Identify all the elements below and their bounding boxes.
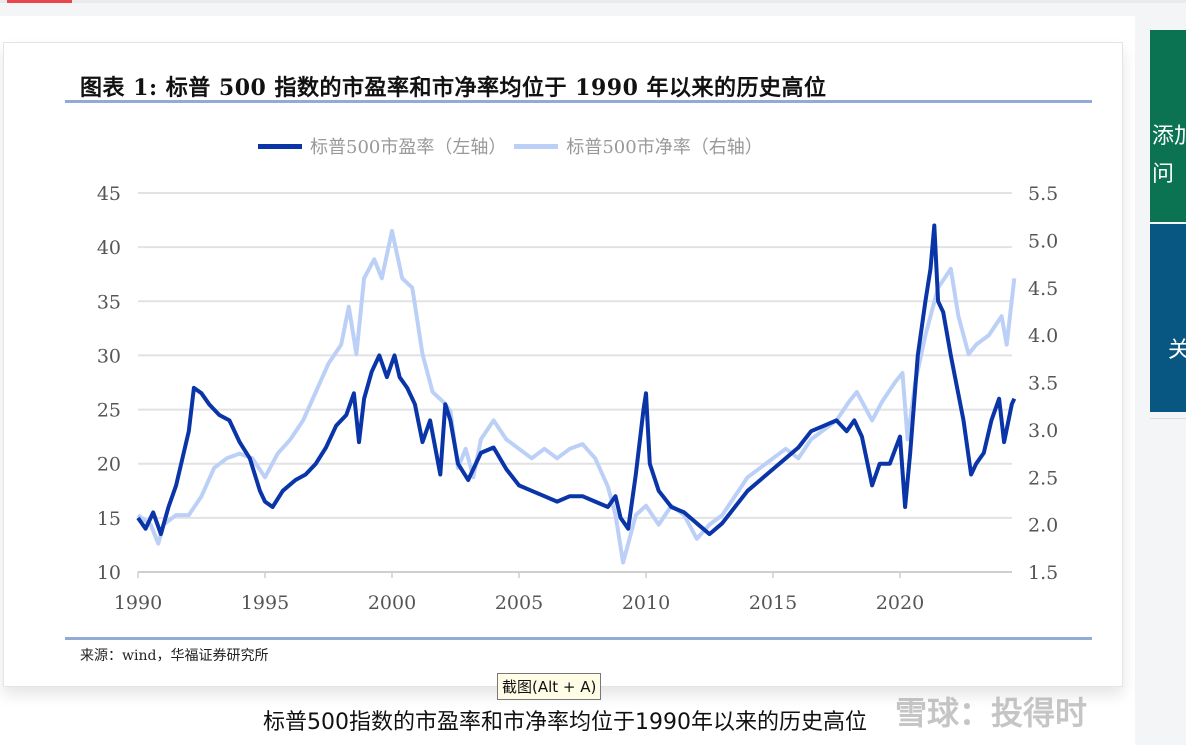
watermark: 雪球：投得时: [895, 694, 1088, 732]
y-right-tick-label: 2.0: [1028, 515, 1058, 537]
x-tick-label: 2010: [622, 592, 670, 614]
add-label: 添加: [1152, 124, 1186, 149]
legend-swatch-pe: [258, 143, 302, 149]
y-left-tick-label: 30: [97, 345, 121, 367]
x-tick-label: 1995: [241, 592, 289, 614]
x-tick-label: 2020: [876, 592, 924, 614]
title-rule: [65, 100, 1092, 103]
top-bar: [0, 0, 1186, 3]
screenshot-tooltip: 截图(Alt + A): [497, 673, 602, 700]
question-label: 问: [1152, 162, 1175, 187]
y-right-tick-label: 1.5: [1028, 562, 1058, 584]
y-right-tick-label: 4.0: [1028, 325, 1058, 347]
active-tab-indicator: [7, 0, 72, 3]
x-tick-label: 2000: [368, 592, 416, 614]
legend-swatch-pb: [514, 143, 559, 149]
source-rule: [65, 637, 1092, 640]
image-caption: 标普500指数的市盈率和市净率均位于1990年以来的历史高位: [263, 710, 867, 735]
source-note: 来源：wind，华福证券研究所: [80, 648, 269, 664]
y-right-tick-label: 3.0: [1028, 420, 1058, 442]
y-left-tick-label: 20: [97, 454, 121, 476]
follow-button[interactable]: 关: [1150, 224, 1186, 412]
chart-title: 图表 1: 标普 500 指数的市盈率和市净率均位于 1990 年以来的历史高位: [80, 75, 827, 101]
y-right-tick-label: 3.5: [1028, 373, 1058, 395]
y-right-tick-label: 4.5: [1028, 278, 1058, 300]
y-right-tick-label: 5.5: [1028, 183, 1058, 205]
y-left-tick-label: 15: [97, 508, 121, 530]
series-line-pe: [136, 223, 1017, 537]
follow-label: 关: [1168, 338, 1186, 363]
x-tick-label: 2015: [749, 592, 797, 614]
y-left-tick-label: 45: [97, 183, 121, 205]
chart-figure[interactable]: [3, 42, 1123, 687]
y-left-tick-label: 40: [97, 237, 121, 259]
x-tick-label: 2005: [495, 592, 543, 614]
legend-label-pe: 标普500市盈率（左轴）: [310, 137, 507, 158]
y-right-tick-label: 5.0: [1028, 230, 1058, 252]
x-tick-label: 1990: [114, 592, 162, 614]
panel-divider: [1150, 418, 1186, 419]
series-line-pb: [136, 228, 1017, 565]
y-left-tick-label: 35: [97, 291, 121, 313]
y-left-tick-label: 10: [97, 562, 121, 584]
y-right-tick-label: 2.5: [1028, 467, 1058, 489]
legend-label-pb: 标普500市净率（右轴）: [566, 137, 763, 158]
legend: 标普500市盈率（左轴） 标普500市净率（右轴）: [258, 133, 763, 159]
add-question-button[interactable]: 添加 问: [1150, 30, 1186, 222]
y-left-tick-label: 25: [97, 400, 121, 422]
